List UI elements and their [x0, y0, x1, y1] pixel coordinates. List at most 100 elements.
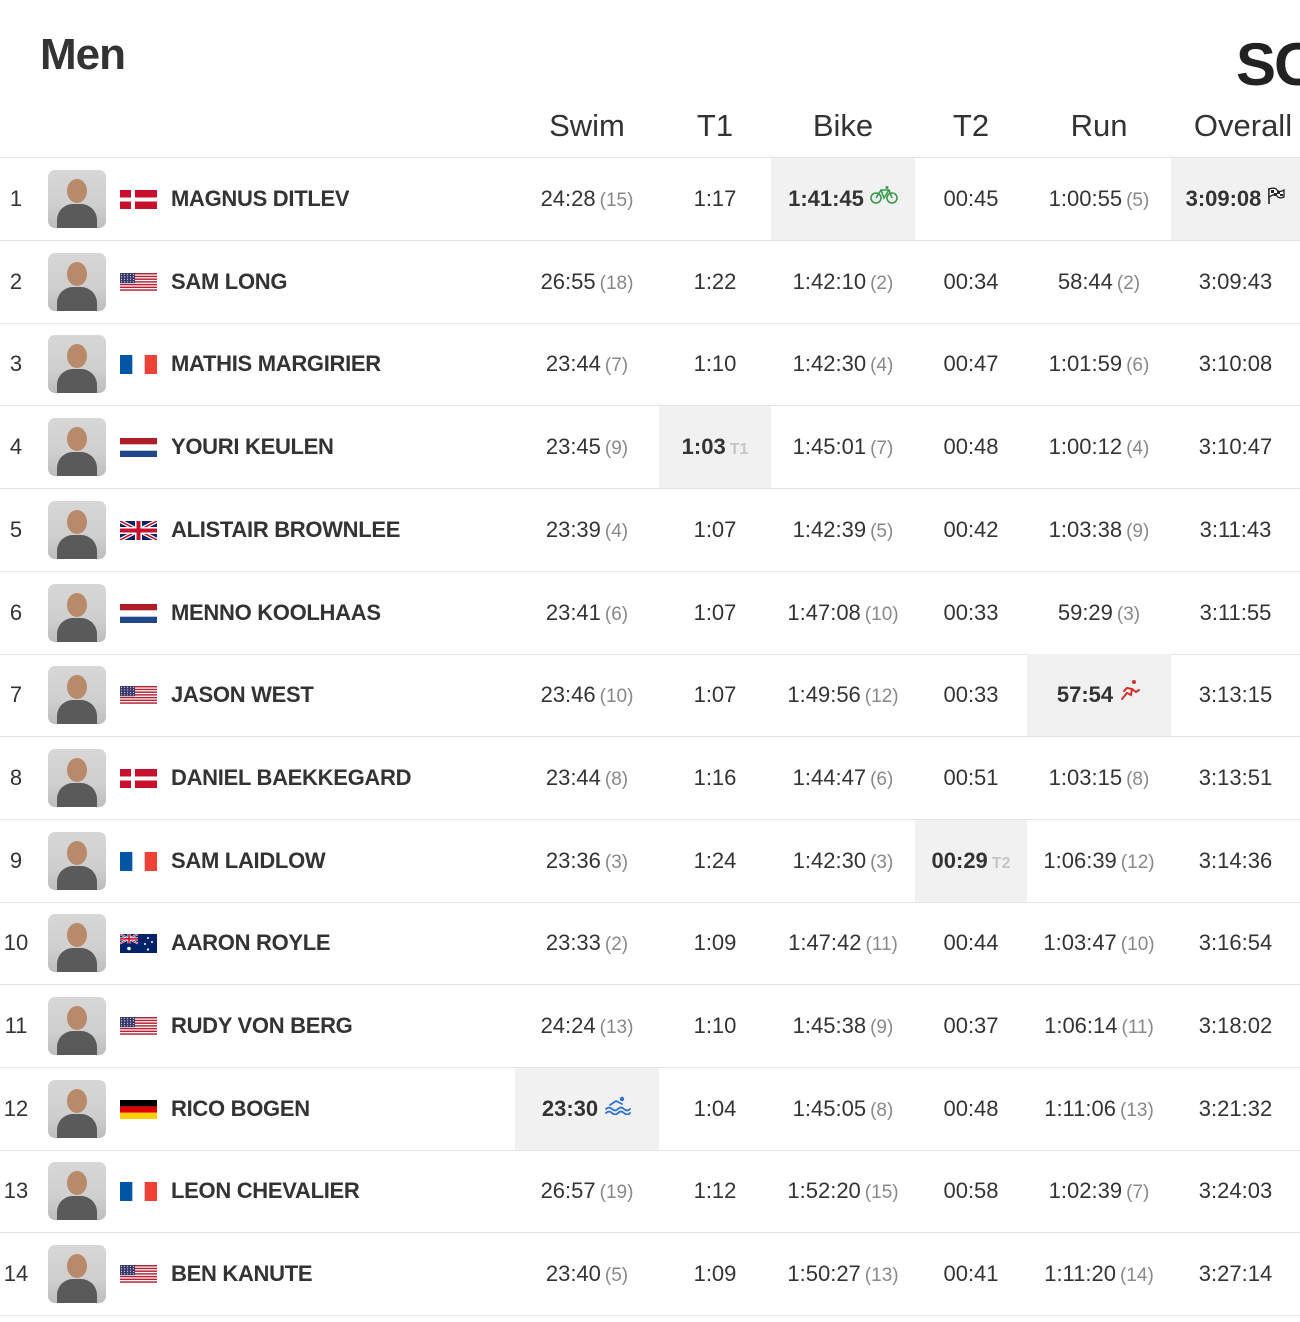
athlete-avatar[interactable]: [48, 666, 106, 725]
athlete-name[interactable]: JASON WEST: [171, 682, 314, 708]
t1-time: 1:10: [693, 351, 737, 377]
bike-time: 1:41:45: [788, 186, 864, 211]
athlete-avatar[interactable]: [48, 1162, 106, 1221]
table-row[interactable]: 8 DANIEL BAEKKEGARD 23:44 (8) 1:16 1:44:47 (6)…: [0, 737, 1300, 820]
athlete-avatar[interactable]: [48, 1245, 106, 1304]
run-time-cell: 1:06:14 (11): [1027, 985, 1171, 1067]
column-header-run[interactable]: Run: [1070, 108, 1128, 143]
table-row[interactable]: 12 RICO BOGEN 23:30 1:04 1:45:05 (8) 00:48 1:11…: [0, 1067, 1300, 1151]
table-row[interactable]: 11 RUDY VON BERG 24:24 (13) 1:10 1:45:38 (9) 00…: [0, 985, 1300, 1068]
bike-time: 1:52:20: [787, 1178, 861, 1204]
swim-time-cell: 24:24 (13): [515, 985, 659, 1067]
swim-time: 23:33: [545, 930, 601, 956]
overall-time: 3:21:32: [1198, 1095, 1273, 1121]
t1-best-badge: T1: [729, 441, 749, 459]
t1-time-cell: 1:07: [659, 654, 771, 736]
athlete-name[interactable]: MAGNUS DITLEV: [171, 186, 350, 211]
athlete-name[interactable]: MENNO KOOLHAAS: [171, 599, 381, 625]
table-row[interactable]: 5 ALISTAIR BROWNLEE 23:39 (4) 1:07 1:42:39 (5)…: [0, 489, 1300, 572]
overall-time: 3:24:03: [1198, 1178, 1273, 1204]
athlete-name[interactable]: RUDY VON BERG: [171, 1013, 353, 1038]
run-rank: (3): [1116, 603, 1141, 625]
swim-time: 23:46: [540, 682, 596, 708]
t1-time-cell: 1:24: [659, 820, 771, 902]
run-time: 1:00:55: [1048, 186, 1123, 211]
athlete-avatar[interactable]: [48, 1079, 106, 1138]
bike-time-cell: 1:50:27 (13): [771, 1233, 915, 1315]
denmark-flag-icon: [120, 768, 157, 788]
bike-time-cell: 1:42:30 (4): [771, 323, 915, 405]
bike-time-cell: 1:42:30 (3): [771, 820, 915, 902]
swim-rank: (15): [599, 190, 634, 211]
athlete-avatar[interactable]: [48, 170, 106, 228]
run-time: 1:03:47: [1043, 930, 1117, 956]
table-row[interactable]: 6 MENNO KOOLHAAS 23:41 (6) 1:07 1:47:08 (10) 00…: [0, 572, 1300, 655]
column-header-overall[interactable]: Overall: [1193, 108, 1293, 143]
t2-time: 00:51: [943, 764, 999, 790]
bike-rank: (13): [864, 1265, 899, 1287]
athlete-name[interactable]: DANIEL BAEKKEGARD: [171, 764, 412, 790]
table-row[interactable]: 10 AARON ROYLE 23:33 (2) 1:09 1:47:42 (11) 00:4…: [0, 902, 1300, 986]
overall-time-cell: 3:16:54: [1171, 902, 1300, 984]
swim-rank: (8): [604, 768, 629, 790]
t2-time-cell: 00:42: [915, 489, 1027, 571]
table-row[interactable]: 1 MAGNUS DITLEV 24:28 (15) 1:17 1:41:45 00:45 1…: [0, 158, 1300, 241]
swim-rank: (9): [604, 438, 629, 460]
overall-time-cell: 3:14:36: [1171, 820, 1300, 902]
t2-time-cell: 00:44: [915, 902, 1027, 984]
athlete-avatar[interactable]: [48, 583, 106, 642]
t1-time-cell: 1:09: [659, 1233, 771, 1315]
run-time: 1:11:06: [1044, 1095, 1116, 1121]
t2-time: 00:42: [943, 516, 999, 542]
swim-time-cell: 23:45 (9): [515, 406, 659, 488]
athlete-avatar[interactable]: [48, 748, 106, 807]
athlete-name[interactable]: ALISTAIR BROWNLEE: [171, 516, 401, 542]
athlete-name[interactable]: AARON ROYLE: [171, 930, 331, 956]
overall-time-cell: 3:11:43: [1171, 489, 1300, 571]
athlete-name[interactable]: MATHIS MARGIRIER: [171, 351, 381, 377]
athlete-name[interactable]: LEON CHEVALIER: [171, 1178, 360, 1204]
athlete-name[interactable]: SAM LONG: [171, 268, 288, 294]
athlete-avatar[interactable]: [48, 997, 106, 1055]
athlete-name[interactable]: RICO BOGEN: [171, 1095, 310, 1121]
column-header-swim[interactable]: Swim: [549, 108, 625, 143]
position-number: 10: [3, 930, 29, 956]
overall-time-cell: 3:11:55: [1171, 572, 1300, 654]
athlete-avatar[interactable]: [48, 914, 106, 973]
overall-time-cell: 3:09:08: [1171, 158, 1300, 240]
t1-time-cell: 1:10: [659, 323, 771, 405]
athlete-avatar[interactable]: [48, 335, 106, 394]
bike-time-cell: 1:45:38 (9): [771, 985, 915, 1067]
table-row[interactable]: 4 YOURI KEULEN 23:45 (9) 1:03 T1 1:45:01 (7) 00:…: [0, 406, 1300, 490]
position-number: 9: [9, 847, 23, 873]
athlete-name[interactable]: YOURI KEULEN: [171, 434, 334, 460]
swim-time: 23:45: [545, 434, 601, 460]
table-row[interactable]: 2 SAM LONG 26:55 (18) 1:22 1:42:10 (2) 00:34 58:…: [0, 241, 1300, 324]
athlete-avatar[interactable]: [48, 500, 106, 559]
table-row[interactable]: 9 SAM LAIDLOW 23:36 (3) 1:24 1:42:30 (3) 00:29 T…: [0, 819, 1300, 903]
column-header-t1[interactable]: T1: [696, 108, 734, 143]
athlete-avatar[interactable]: [48, 252, 106, 311]
table-row[interactable]: 7 JASON WEST 23:46 (10) 1:07 1:49:56 (12) 00:33…: [0, 654, 1300, 738]
athlete-avatar[interactable]: [48, 418, 106, 477]
bike-rank: (7): [870, 438, 894, 460]
t2-time-cell: 00:37: [915, 985, 1027, 1067]
table-row[interactable]: 3 MATHIS MARGIRIER 23:44 (7) 1:10 1:42:30 (4) 0…: [0, 323, 1300, 407]
cropped-heading: SO: [1236, 31, 1300, 98]
bike-time-cell: 1:41:45: [771, 158, 915, 240]
column-header-t2[interactable]: T2: [952, 108, 990, 143]
table-row[interactable]: 13 LEON CHEVALIER 26:57 (19) 1:12 1:52:20 (15)…: [0, 1150, 1300, 1234]
table-row[interactable]: 14 BEN KANUTE 23:40 (5) 1:09 1:50:27 (13) 00:41…: [0, 1233, 1300, 1317]
run-rank: (4): [1126, 438, 1150, 460]
run-time: 57:54: [1056, 682, 1114, 708]
overall-time: 3:13:15: [1198, 682, 1273, 708]
overall-time-cell: 3:24:03: [1171, 1150, 1300, 1232]
athlete-avatar[interactable]: [48, 831, 106, 890]
t1-time-cell: 1:22: [659, 241, 771, 323]
position-number: 12: [3, 1095, 29, 1121]
swim-rank: (5): [604, 1265, 629, 1287]
column-header-bike[interactable]: Bike: [812, 108, 874, 143]
page-title: Men: [40, 30, 126, 79]
athlete-name[interactable]: SAM LAIDLOW: [171, 847, 326, 873]
athlete-name[interactable]: BEN KANUTE: [171, 1261, 313, 1287]
